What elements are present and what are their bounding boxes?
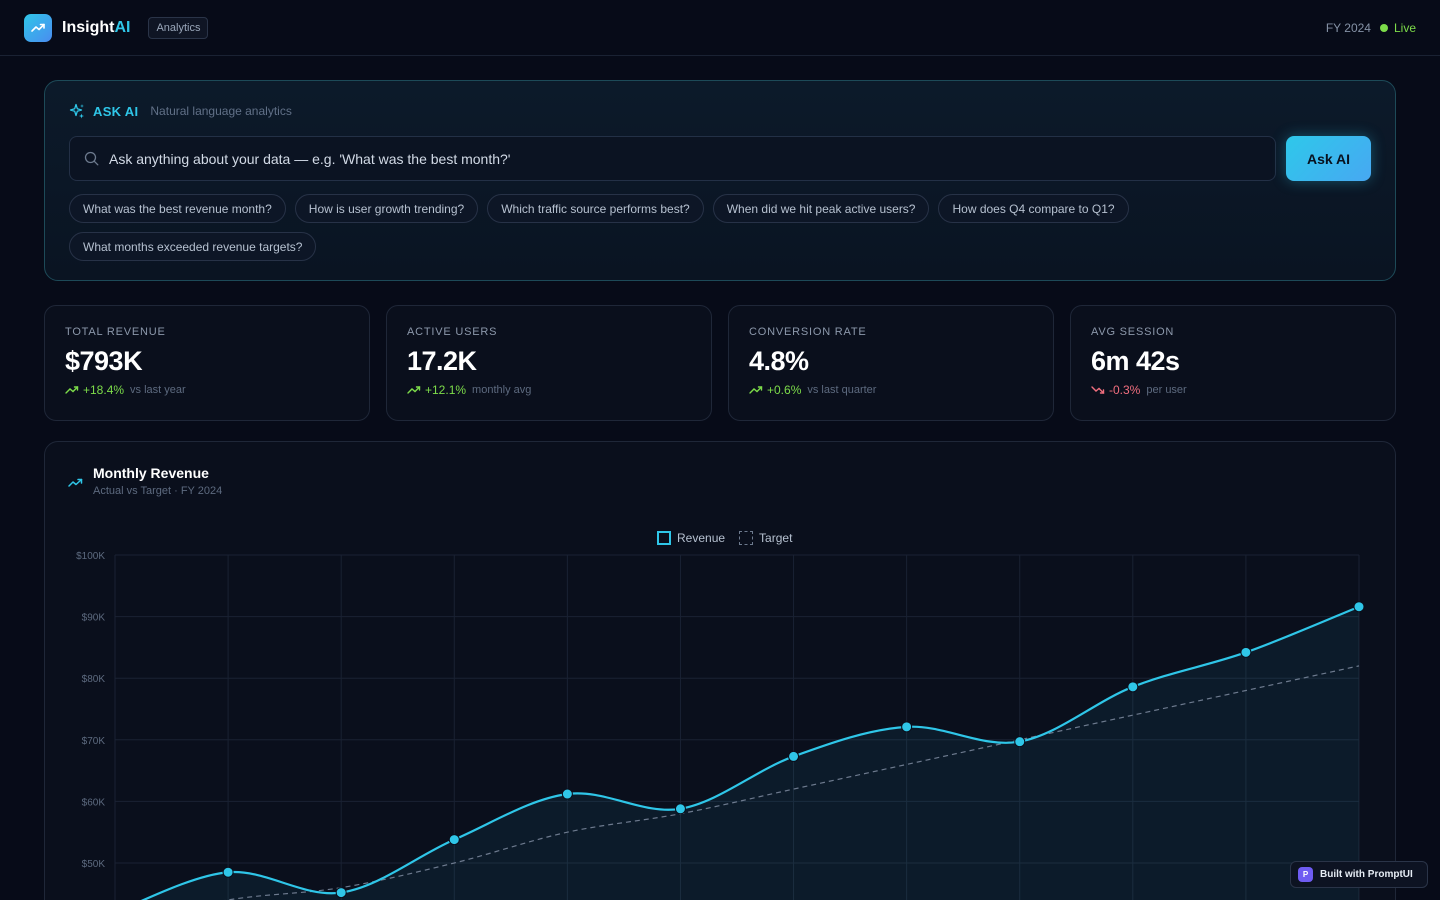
trend-up-icon (749, 386, 763, 394)
ask-ai-panel: ASK AI Natural language analytics Ask an… (44, 80, 1396, 281)
kpi-footer: +18.4% vs last year (65, 383, 349, 397)
ask-ai-header: ASK AI Natural language analytics (69, 103, 1371, 119)
revenue-chart: $50K $60K $70K $80K $90K $100K (76, 551, 1365, 900)
kpi-footer: +12.1% monthly avg (407, 383, 691, 397)
suggestion-chip[interactable]: When did we hit peak active users? (712, 194, 930, 223)
kpi-label: ACTIVE USERS (407, 326, 498, 338)
revenue-point (1240, 646, 1252, 658)
kpi-note: monthly avg (472, 384, 532, 396)
legend-revenue-swatch[interactable] (657, 531, 671, 545)
legend-revenue-label[interactable]: Revenue (677, 531, 726, 545)
brand-name: InsightAI (62, 19, 130, 37)
kpi-card-avg-session[interactable]: AVG SESSION 6m 42s -0.3% per user (1070, 305, 1396, 421)
trending-up-icon (68, 478, 83, 487)
revenue-point (448, 834, 460, 846)
kpi-card-total-revenue[interactable]: TOTAL REVENUE $793K +18.4% vs last year (44, 305, 370, 421)
ask-ai-button[interactable]: Ask AI (1286, 136, 1371, 181)
live-status-dot-icon (1379, 23, 1388, 32)
kpi-label: CONVERSION RATE (749, 326, 867, 338)
ask-ai-title: ASK AI (93, 103, 139, 119)
ask-ai-placeholder: Ask anything about your data — e.g. 'Wha… (109, 150, 511, 167)
section-tag: Analytics (148, 16, 209, 39)
kpi-note: per user (1146, 384, 1187, 396)
y-tick-label: $100K (76, 551, 105, 562)
legend-target-swatch[interactable] (739, 531, 754, 545)
brand-main: Insight (62, 18, 115, 36)
kpi-card-active-users[interactable]: ACTIVE USERS 17.2K +12.1% monthly avg (386, 305, 712, 421)
suggestion-chip[interactable]: How is user growth trending? (294, 194, 479, 223)
chart-header: Monthly Revenue Actual vs Target · FY 20… (68, 465, 222, 497)
trend-down-icon (1091, 386, 1105, 394)
suggestion-chip[interactable]: Which traffic source performs best? (487, 194, 704, 223)
legend-target-label[interactable]: Target (759, 531, 793, 545)
kpi-label: AVG SESSION (1091, 326, 1175, 338)
y-tick-label: $90K (82, 613, 106, 624)
revenue-area (143, 606, 1359, 900)
kpi-delta: +0.6% (767, 383, 802, 397)
kpi-delta: +12.1% (425, 383, 467, 397)
revenue-point (1127, 681, 1139, 693)
kpi-note: vs last quarter (807, 384, 877, 396)
monthly-revenue-card: Monthly Revenue Actual vs Target · FY 20… (44, 441, 1396, 900)
badge-text: Built with PromptUI (1320, 869, 1413, 880)
kpi-value: $793K (65, 346, 143, 376)
revenue-point (674, 803, 686, 815)
kpi-value: 17.2K (407, 346, 477, 376)
y-tick-label: $60K (82, 797, 106, 808)
y-tick-label: $80K (82, 674, 106, 685)
kpi-footer: -0.3% per user (1091, 383, 1375, 397)
search-icon (84, 151, 99, 166)
header-status: FY 2024 Live (1326, 21, 1416, 35)
fiscal-year-label: FY 2024 (1325, 20, 1371, 35)
trend-up-icon (407, 386, 421, 394)
kpi-footer: +0.6% vs last quarter (749, 383, 1033, 397)
kpi-card-conversion-rate[interactable]: CONVERSION RATE 4.8% +0.6% vs last quart… (728, 305, 1054, 421)
kpi-value: 4.8% (749, 346, 809, 376)
kpi-delta: -0.3% (1109, 383, 1141, 397)
built-with-badge[interactable]: P Built with PromptUI (1290, 861, 1428, 888)
chart-title: Monthly Revenue (93, 465, 209, 481)
chart-subtitle: Actual vs Target · FY 2024 (93, 485, 223, 497)
suggestion-chips: What was the best revenue month? How is … (69, 194, 1169, 270)
trend-up-icon (65, 386, 79, 394)
chart-heading: Monthly Revenue Actual vs Target · FY 20… (93, 465, 222, 497)
suggestion-chip[interactable]: What months exceeded revenue targets? (69, 232, 317, 261)
app-logo[interactable] (24, 13, 52, 42)
revenue-point (561, 788, 573, 800)
revenue-line (140, 605, 1360, 900)
suggestion-chip[interactable]: What was the best revenue month? (69, 194, 286, 223)
brand-accent: AI (114, 18, 131, 36)
revenue-point (1353, 601, 1365, 613)
kpi-label: TOTAL REVENUE (65, 326, 166, 338)
top-header: InsightAI Analytics FY 2024 Live (0, 0, 1440, 56)
kpi-delta: +18.4% (83, 383, 125, 397)
revenue-point (788, 750, 800, 762)
suggestion-chip[interactable]: How does Q4 compare to Q1? (938, 194, 1129, 223)
ask-ai-subtitle: Natural language analytics (150, 104, 292, 118)
ask-ai-input[interactable]: Ask anything about your data — e.g. 'Wha… (69, 136, 1276, 181)
live-status-label: Live (1393, 20, 1416, 35)
revenue-point (222, 866, 234, 878)
promptui-logo-icon: P (1298, 867, 1313, 882)
ask-ai-row: Ask anything about your data — e.g. 'Wha… (69, 136, 1371, 181)
kpi-note: vs last year (130, 384, 186, 396)
sparkle-icon (69, 103, 84, 119)
chart-legend: Revenue Target (657, 531, 792, 545)
y-tick-label: $50K (82, 859, 106, 870)
revenue-point (1014, 736, 1026, 748)
target-line (224, 665, 1360, 900)
trending-up-icon (31, 23, 45, 32)
y-tick-label: $70K (82, 736, 106, 747)
revenue-point (335, 887, 347, 899)
revenue-point (901, 721, 913, 733)
kpi-value: 6m 42s (1091, 346, 1180, 376)
